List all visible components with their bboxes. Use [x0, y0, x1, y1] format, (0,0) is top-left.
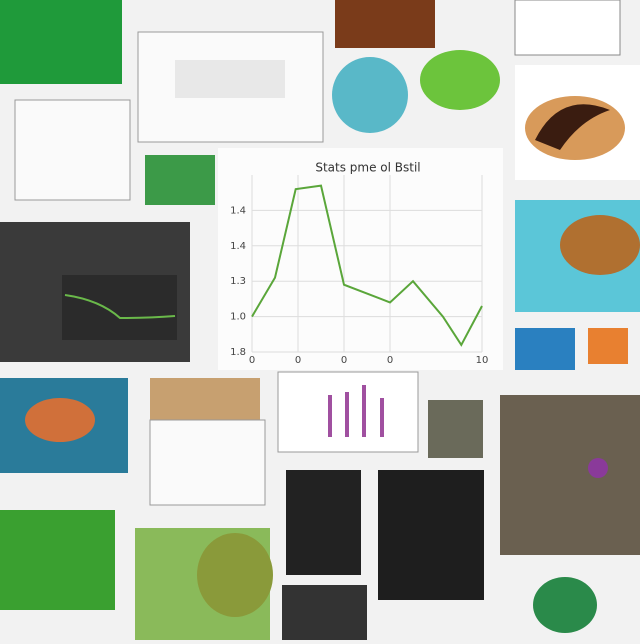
- chart-title: Stats pme ol Bstil: [315, 161, 420, 175]
- y-tick-label: 1.8: [230, 347, 246, 358]
- x-tick-label: 0: [387, 355, 393, 366]
- x-tick-label: 0: [341, 355, 347, 366]
- y-tick-label: 1.4: [230, 205, 246, 216]
- x-tick-label: 10: [476, 355, 489, 366]
- y-tick-label: 1.0: [230, 312, 246, 323]
- y-tick-label: 1.3: [230, 276, 246, 287]
- y-tick-label: 1.4: [230, 241, 246, 252]
- x-tick-label: 0: [249, 355, 255, 366]
- x-tick-label: 0: [295, 355, 301, 366]
- line: [251, 184, 483, 347]
- chart-panel: [218, 148, 503, 370]
